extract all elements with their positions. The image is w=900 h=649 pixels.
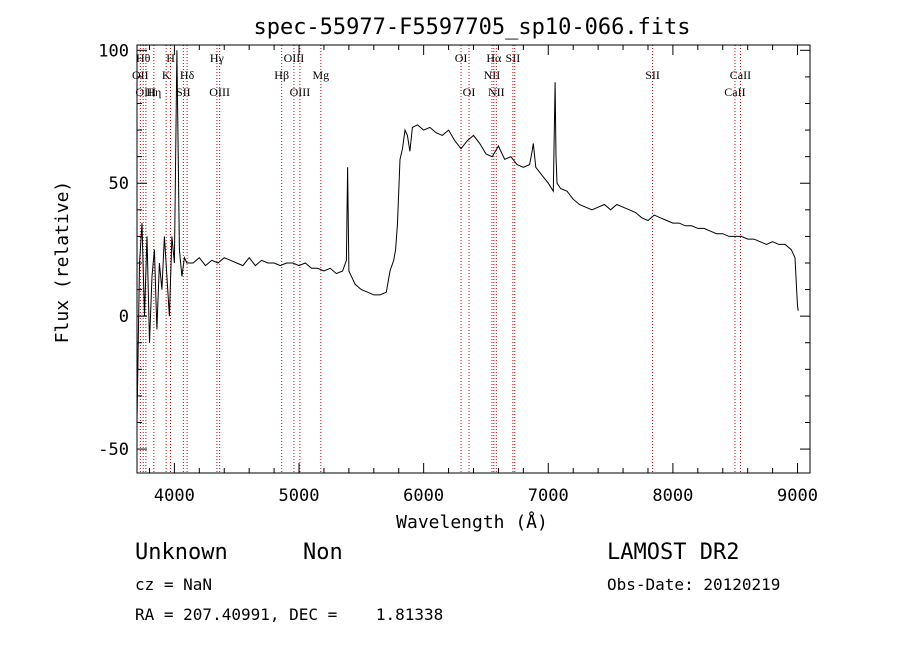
spectral-line-markers: OIIHθOIIIHηKHSIIHδHγOIIIHβOIIIOIIIMgOIOI…: [132, 45, 751, 473]
x-tick-label: 9000: [777, 486, 818, 506]
y-tick-label: 100: [98, 41, 129, 61]
y-tick-label: -50: [98, 440, 129, 460]
spectral-line-label: Hα: [486, 51, 502, 65]
spectral-line-label: SII: [176, 85, 191, 99]
spectral-line-label: OIII: [136, 85, 157, 99]
spectral-line-label: SII: [645, 68, 660, 82]
redshift-cz: cz = NaN: [135, 575, 212, 594]
chart-title: spec-55977-F5597705_sp10-066.fits: [253, 15, 690, 40]
x-tick-label: 8000: [652, 486, 693, 506]
y-tick-label: 50: [109, 174, 129, 194]
x-tick-label: 7000: [528, 486, 569, 506]
observation-date: Obs-Date: 20120219: [607, 575, 780, 594]
spectral-line-label: OI: [463, 85, 476, 99]
object-class: Unknown: [135, 540, 228, 565]
x-tick-label: 6000: [403, 486, 444, 506]
object-subclass: Non: [303, 540, 343, 565]
spectrum-line: [136, 50, 799, 423]
x-tick-label: 5000: [279, 486, 320, 506]
spectral-line-label: Hγ: [210, 51, 225, 65]
spectral-line-label: OIII: [209, 85, 230, 99]
spectral-line-label: Hη: [146, 85, 161, 99]
spectral-line-label: CaII: [724, 85, 745, 99]
spectral-line-label: OIII: [290, 85, 311, 99]
spectrum-series: [136, 50, 799, 423]
spectral-line-label: OII: [132, 68, 149, 82]
spectral-line-label: Hβ: [274, 68, 289, 82]
spectral-line-label: OIII: [284, 51, 305, 65]
coordinates: RA = 207.40991, DEC = 1.81338: [135, 605, 443, 624]
spectral-line-label: SII: [506, 51, 521, 65]
survey-name: LAMOST DR2: [607, 540, 739, 565]
axis-ticks: 4000 5000 6000 7000 8000 9000 -50 0 50 100: [98, 41, 818, 506]
plot-frame: [136, 44, 811, 474]
spectral-line-label: OI: [455, 51, 468, 65]
spectral-line-label: H: [166, 51, 175, 65]
spectral-line-label: Hθ: [136, 51, 151, 65]
spectral-line-label: NII: [488, 85, 505, 99]
spectral-line-label: CaII: [730, 68, 751, 82]
x-tick-label: 4000: [154, 486, 195, 506]
spectral-line-label: Hδ: [180, 68, 195, 82]
spectral-line-label: NII: [484, 68, 501, 82]
y-tick-label: 0: [119, 307, 129, 327]
y-axis-label: Flux (relative): [52, 181, 73, 344]
x-axis-label: Wavelength (Å): [396, 511, 548, 533]
spectral-line-label: Mg: [312, 68, 329, 82]
spectral-line-label: K: [162, 68, 171, 82]
